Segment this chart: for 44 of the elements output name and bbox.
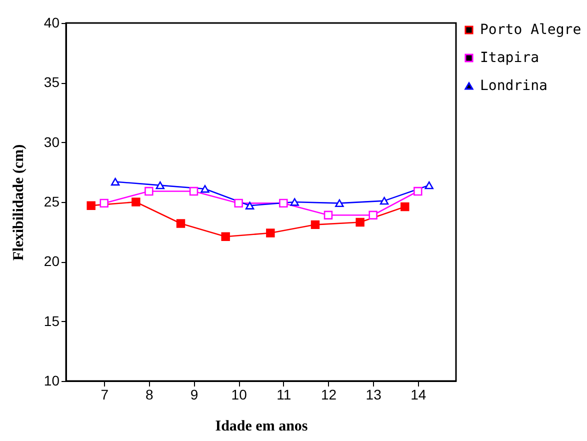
- point: [245, 202, 254, 210]
- point: [290, 198, 299, 206]
- y-tick-label: 15: [44, 312, 60, 329]
- point: [368, 210, 378, 220]
- point: [189, 186, 198, 196]
- x-tick-label: 12: [320, 386, 337, 402]
- y-tick-label: 40: [44, 14, 60, 30]
- x-tick-label: 14: [410, 386, 426, 402]
- y-tick-label: 25: [44, 194, 60, 210]
- y-tick-label: 10: [44, 372, 60, 388]
- point: [132, 198, 140, 206]
- point: [200, 185, 210, 193]
- y-tick-label: 35: [44, 74, 60, 90]
- point: [110, 178, 120, 186]
- x-tick-label: 11: [276, 386, 292, 402]
- point: [400, 202, 410, 212]
- legend-label: Londrina: [480, 78, 548, 94]
- point: [156, 181, 164, 190]
- x-tick-label: 7: [100, 386, 109, 402]
- point: [279, 198, 288, 208]
- x-axis-title: Idade em anos: [215, 418, 308, 434]
- point: [221, 232, 230, 241]
- point: [414, 186, 422, 196]
- y-tick-label: 30: [44, 134, 60, 150]
- x-tick-label: 9: [190, 386, 198, 402]
- y-tick-label: 20: [44, 253, 60, 270]
- point: [324, 210, 333, 220]
- legend-label: Porto Alegre: [480, 22, 582, 38]
- x-tick-label: 10: [231, 386, 248, 402]
- point: [176, 219, 186, 228]
- point: [144, 186, 154, 196]
- point: [86, 201, 96, 210]
- point: [100, 198, 108, 208]
- point: [424, 181, 434, 190]
- x-tick-label: 8: [146, 386, 154, 402]
- point: [234, 198, 243, 208]
- point: [266, 228, 275, 238]
- y-axis-title: Flexibilidade (cm): [10, 144, 27, 261]
- point: [310, 220, 320, 230]
- point: [380, 196, 389, 205]
- x-tick-label: 13: [366, 386, 382, 402]
- point: [356, 218, 364, 227]
- legend-label: Itapira: [480, 50, 540, 66]
- point: [335, 199, 344, 208]
